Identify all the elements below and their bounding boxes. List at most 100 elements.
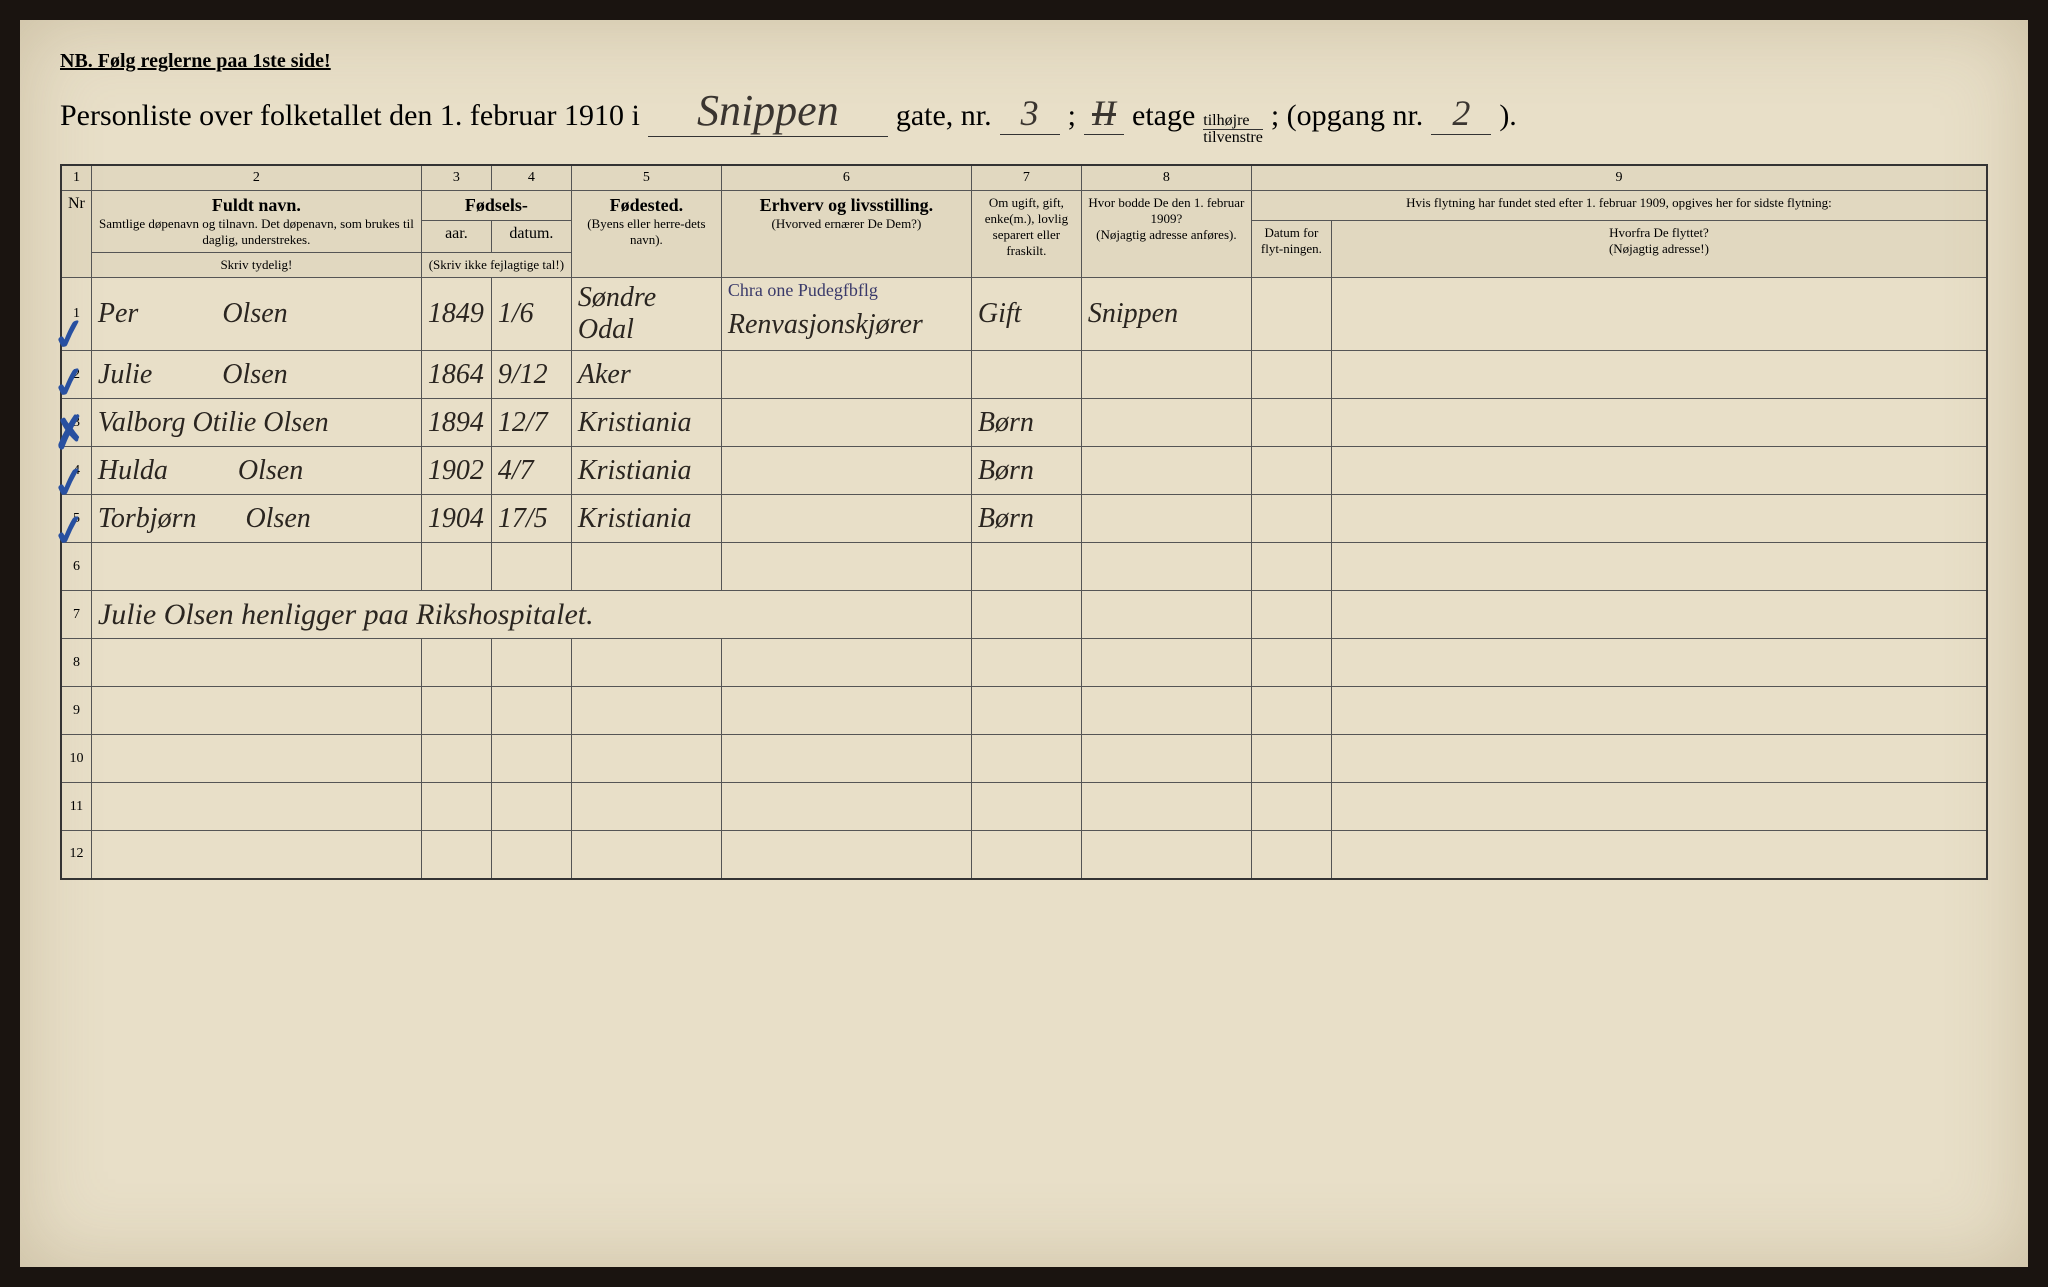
cell-name: Julie Olsen bbox=[91, 351, 421, 399]
empty-cell bbox=[1331, 783, 1987, 831]
cell-status bbox=[971, 351, 1081, 399]
table-row: 8 bbox=[61, 639, 1987, 687]
cell-flyt-datum bbox=[1251, 351, 1331, 399]
cell-fodested: Søndre Odal bbox=[571, 278, 721, 351]
cell-aar: 1902 bbox=[421, 447, 491, 495]
opgang-label: ; (opgang nr. bbox=[1271, 99, 1423, 133]
empty-cell bbox=[1331, 543, 1987, 591]
empty-cell bbox=[1251, 735, 1331, 783]
hdr-hvorfra: Hvorfra De flyttet? (Nøjagtig adresse!) bbox=[1331, 221, 1987, 278]
row-number: 8 bbox=[61, 639, 91, 687]
frac-top: tilhøjre bbox=[1203, 113, 1263, 130]
erhverv-sub: (Hvorved ernærer De Dem?) bbox=[728, 216, 965, 232]
cell-name: Valborg Otilie Olsen bbox=[91, 399, 421, 447]
cell-fodested: Kristiania bbox=[571, 495, 721, 543]
empty-cell bbox=[491, 543, 571, 591]
hdr-name: Fuldt navn. Samtlige døpenavn og tilnavn… bbox=[91, 191, 421, 253]
cell-bodde bbox=[1081, 495, 1251, 543]
erhverv-main: Erhverv og livsstilling. bbox=[728, 195, 965, 216]
cell-fodested: Kristiania bbox=[571, 399, 721, 447]
row-number: 11 bbox=[61, 783, 91, 831]
row-number: 12 bbox=[61, 831, 91, 879]
cell-hvorfra bbox=[1331, 399, 1987, 447]
cell-fodested: Aker bbox=[571, 351, 721, 399]
title-prefix: Personliste over folketallet den 1. febr… bbox=[60, 99, 640, 133]
gate-label: gate, nr. bbox=[896, 99, 992, 133]
empty-cell bbox=[421, 687, 491, 735]
empty-cell bbox=[971, 687, 1081, 735]
empty-cell bbox=[491, 831, 571, 879]
empty-cell bbox=[571, 831, 721, 879]
cell-erhverv bbox=[721, 447, 971, 495]
table-row: 3 Valborg Otilie Olsen 1894 12/7 Kristia… bbox=[61, 399, 1987, 447]
cell-datum: 1/6 bbox=[491, 278, 571, 351]
col-7: 7 bbox=[971, 165, 1081, 191]
col-5: 5 bbox=[571, 165, 721, 191]
cell-bodde bbox=[1081, 399, 1251, 447]
table-body: 1 Per Olsen 1849 1/6 Søndre Odal Chra on… bbox=[61, 278, 1987, 879]
empty-cell bbox=[971, 783, 1081, 831]
col-8: 8 bbox=[1081, 165, 1251, 191]
table-row: 9 bbox=[61, 687, 1987, 735]
hdr-bodde: Hvor bodde De den 1. februar 1909? (Nøja… bbox=[1081, 191, 1251, 278]
col-6: 6 bbox=[721, 165, 971, 191]
empty-cell bbox=[421, 639, 491, 687]
empty-cell bbox=[721, 831, 971, 879]
table-row: 6 bbox=[61, 543, 1987, 591]
gate-nr: 3 bbox=[1000, 92, 1060, 135]
cell-hvorfra bbox=[1331, 447, 1987, 495]
empty-cell bbox=[971, 735, 1081, 783]
cell-hvorfra bbox=[1331, 278, 1987, 351]
empty-cell bbox=[971, 543, 1081, 591]
col-1: 1 bbox=[61, 165, 91, 191]
col-3: 3 bbox=[421, 165, 491, 191]
empty-cell bbox=[571, 543, 721, 591]
cell-flyt-datum bbox=[1251, 278, 1331, 351]
nb-notice: NB. Følg reglerne paa 1ste side! bbox=[60, 50, 1988, 73]
empty-cell bbox=[721, 543, 971, 591]
empty-cell bbox=[1081, 591, 1251, 639]
empty-cell bbox=[91, 639, 421, 687]
row-number: 10 bbox=[61, 735, 91, 783]
hdr-erhverv: Erhverv og livsstilling. (Hvorved ernære… bbox=[721, 191, 971, 278]
cell-name: Per Olsen bbox=[91, 278, 421, 351]
bodde-main: Hvor bodde De den 1. februar 1909? bbox=[1088, 195, 1245, 227]
census-table: 1 2 3 4 5 6 7 8 9 Nr Fuldt navn. Samtlig… bbox=[60, 164, 1988, 880]
empty-cell bbox=[421, 831, 491, 879]
note-cell: Julie Olsen henligger paa Rikshospitalet… bbox=[91, 591, 971, 639]
hdr-aar: aar. bbox=[421, 221, 491, 253]
empty-cell bbox=[571, 783, 721, 831]
cell-datum: 17/5 bbox=[491, 495, 571, 543]
fodested-sub: (Byens eller herre-dets navn). bbox=[578, 216, 715, 248]
empty-cell bbox=[1251, 831, 1331, 879]
empty-cell bbox=[721, 639, 971, 687]
note-row: 7 Julie Olsen henligger paa Rikshospital… bbox=[61, 591, 1987, 639]
empty-cell bbox=[721, 687, 971, 735]
empty-cell bbox=[421, 543, 491, 591]
cell-status: Børn bbox=[971, 447, 1081, 495]
empty-cell bbox=[721, 783, 971, 831]
cell-flyt-datum bbox=[1251, 447, 1331, 495]
cell-aar: 1864 bbox=[421, 351, 491, 399]
cell-datum: 4/7 bbox=[491, 447, 571, 495]
census-page: NB. Følg reglerne paa 1ste side! Personl… bbox=[20, 20, 2028, 1267]
cell-hvorfra bbox=[1331, 351, 1987, 399]
street-name: Snippen bbox=[648, 85, 888, 137]
empty-cell bbox=[971, 639, 1081, 687]
hvorfra-main: Hvorfra De flyttet? bbox=[1338, 225, 1980, 241]
col-numbers-row: 1 2 3 4 5 6 7 8 9 bbox=[61, 165, 1987, 191]
cell-aar: 1849 bbox=[421, 278, 491, 351]
cell-bodde bbox=[1081, 447, 1251, 495]
col-2: 2 bbox=[91, 165, 421, 191]
empty-cell bbox=[1331, 735, 1987, 783]
hdr-skriv: Skriv tydelig! bbox=[91, 253, 421, 278]
empty-cell bbox=[1251, 543, 1331, 591]
empty-cell bbox=[1331, 687, 1987, 735]
name-main: Fuldt navn. bbox=[98, 195, 415, 216]
cell-datum: 9/12 bbox=[491, 351, 571, 399]
name-sub: Samtlige døpenavn og tilnavn. Det døpena… bbox=[98, 216, 415, 248]
empty-cell bbox=[1251, 783, 1331, 831]
table-row: 4 Hulda Olsen 1902 4/7 Kristiania Børn bbox=[61, 447, 1987, 495]
empty-cell bbox=[1251, 591, 1331, 639]
empty-cell bbox=[91, 543, 421, 591]
